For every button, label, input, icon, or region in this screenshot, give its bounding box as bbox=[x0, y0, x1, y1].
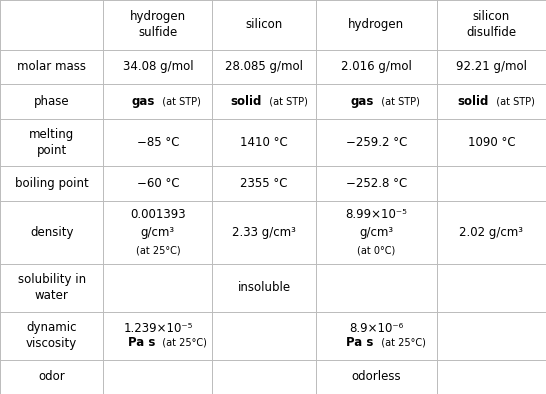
Text: Pa s: Pa s bbox=[346, 336, 373, 349]
Text: 8.9×10⁻⁶: 8.9×10⁻⁶ bbox=[349, 322, 403, 335]
Text: odorless: odorless bbox=[352, 370, 401, 383]
Text: 8.99×10⁻⁵: 8.99×10⁻⁵ bbox=[346, 208, 407, 221]
Text: 34.08 g/mol: 34.08 g/mol bbox=[123, 60, 193, 73]
Text: 2355 °C: 2355 °C bbox=[240, 177, 288, 190]
Text: melting
point: melting point bbox=[29, 128, 74, 157]
Text: −85 °C: −85 °C bbox=[136, 136, 179, 149]
Text: solubility in
water: solubility in water bbox=[17, 273, 86, 302]
Text: (at STP): (at STP) bbox=[156, 97, 201, 106]
Text: g/cm³: g/cm³ bbox=[359, 226, 393, 239]
Text: (at STP): (at STP) bbox=[490, 97, 535, 106]
Text: gas: gas bbox=[132, 95, 155, 108]
Text: silicon
disulfide: silicon disulfide bbox=[466, 10, 517, 39]
Text: phase: phase bbox=[34, 95, 69, 108]
Text: molar mass: molar mass bbox=[17, 60, 86, 73]
Text: 2.33 g/cm³: 2.33 g/cm³ bbox=[232, 226, 296, 239]
Text: (at 25°C): (at 25°C) bbox=[375, 337, 425, 348]
Text: −259.2 °C: −259.2 °C bbox=[346, 136, 407, 149]
Text: insoluble: insoluble bbox=[238, 281, 290, 294]
Text: 2.016 g/mol: 2.016 g/mol bbox=[341, 60, 412, 73]
Text: boiling point: boiling point bbox=[15, 177, 88, 190]
Text: Pa s: Pa s bbox=[128, 336, 155, 349]
Text: 92.21 g/mol: 92.21 g/mol bbox=[456, 60, 527, 73]
Text: (at 0°C): (at 0°C) bbox=[357, 245, 395, 255]
Text: gas: gas bbox=[350, 95, 373, 108]
Text: (at STP): (at STP) bbox=[263, 97, 307, 106]
Text: −60 °C: −60 °C bbox=[136, 177, 179, 190]
Text: hydrogen
sulfide: hydrogen sulfide bbox=[130, 10, 186, 39]
Text: −252.8 °C: −252.8 °C bbox=[346, 177, 407, 190]
Text: (at 25°C): (at 25°C) bbox=[135, 245, 180, 255]
Text: 28.085 g/mol: 28.085 g/mol bbox=[225, 60, 303, 73]
Text: (at STP): (at STP) bbox=[375, 97, 419, 106]
Text: solid: solid bbox=[230, 95, 262, 108]
Text: 1.239×10⁻⁵: 1.239×10⁻⁵ bbox=[123, 322, 193, 335]
Text: solid: solid bbox=[458, 95, 489, 108]
Text: 1410 °C: 1410 °C bbox=[240, 136, 288, 149]
Text: odor: odor bbox=[38, 370, 65, 383]
Text: dynamic
viscosity: dynamic viscosity bbox=[26, 321, 78, 350]
Text: 0.001393: 0.001393 bbox=[130, 208, 186, 221]
Text: (at 25°C): (at 25°C) bbox=[156, 337, 207, 348]
Text: 2.02 g/cm³: 2.02 g/cm³ bbox=[459, 226, 524, 239]
Text: hydrogen: hydrogen bbox=[348, 19, 405, 32]
Text: 1090 °C: 1090 °C bbox=[467, 136, 515, 149]
Text: silicon: silicon bbox=[246, 19, 283, 32]
Text: g/cm³: g/cm³ bbox=[141, 226, 175, 239]
Text: density: density bbox=[30, 226, 73, 239]
